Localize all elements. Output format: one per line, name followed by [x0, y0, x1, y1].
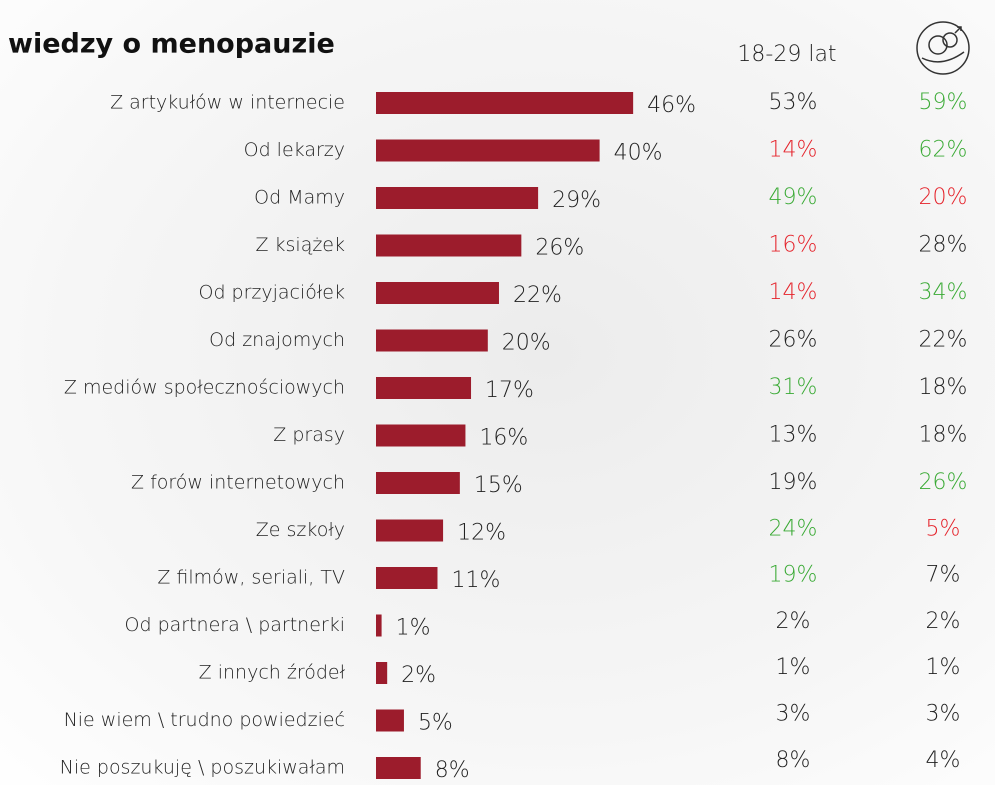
value-label: 8% [435, 758, 470, 783]
column-value: 19% [769, 563, 818, 588]
bar [376, 757, 421, 779]
column-value: 8% [776, 748, 811, 773]
column-value: 34% [919, 280, 968, 305]
category-label: Z mediów społecznościowych [64, 377, 345, 399]
bar [376, 282, 499, 304]
value-label: 26% [535, 236, 584, 261]
chart-title: wiedzy o menopauzie [8, 29, 335, 60]
column-value: 22% [919, 328, 968, 353]
value-label: 16% [479, 426, 528, 451]
column-value: 49% [769, 185, 818, 210]
category-label: Z książek [255, 234, 345, 256]
value-label: 46% [647, 93, 696, 118]
category-label: Ze szkoły [256, 519, 345, 541]
value-label: 1% [396, 616, 431, 641]
column-value: 4% [926, 748, 961, 773]
column-value: 14% [769, 280, 818, 305]
value-label: 11% [451, 568, 500, 593]
value-label: 29% [552, 188, 601, 213]
bar [376, 92, 633, 114]
column-value: 20% [919, 185, 968, 210]
column-value: 19% [769, 470, 818, 495]
bar [376, 710, 404, 732]
bar [376, 615, 382, 637]
column-value: 26% [919, 470, 968, 495]
category-label: Nie wiem \ trudno powiedzieć [64, 709, 345, 731]
column-value: 31% [769, 375, 818, 400]
category-label: Od lekarzy [244, 139, 345, 161]
column-value: 18% [919, 423, 968, 448]
bar [376, 662, 387, 684]
chart: wiedzy o menopauzie 18-29 lat Z artykułó… [0, 0, 995, 785]
column-value: 59% [919, 90, 968, 115]
column-value: 3% [926, 702, 961, 727]
column-value: 62% [919, 138, 968, 163]
value-label: 12% [457, 521, 506, 546]
bar [376, 140, 600, 162]
column-value: 18% [919, 375, 968, 400]
column-value: 28% [919, 233, 968, 258]
value-label: 17% [485, 378, 534, 403]
category-label: Od znajomych [209, 329, 345, 351]
category-label: Z filmów, seriali, TV [157, 567, 345, 589]
column-value: 2% [926, 609, 961, 634]
column-value: 53% [769, 90, 818, 115]
column-value: 2% [776, 609, 811, 634]
bar [376, 377, 471, 399]
category-label: Od Mamy [254, 187, 345, 209]
column-header: 18-29 lat [737, 42, 836, 67]
value-label: 5% [418, 711, 453, 736]
category-label: Od przyjaciółek [198, 282, 345, 304]
value-label: 22% [513, 283, 562, 308]
column-value: 13% [769, 423, 818, 448]
column-value: 14% [769, 138, 818, 163]
category-label: Od partnera \ partnerki [125, 614, 345, 636]
value-label: 40% [614, 141, 663, 166]
category-label: Z prasy [273, 424, 345, 446]
bar [376, 567, 437, 589]
bar [376, 425, 465, 447]
value-label: 2% [401, 663, 436, 688]
column-value: 1% [926, 655, 961, 680]
value-label: 20% [502, 331, 551, 356]
column-value: 1% [776, 655, 811, 680]
column-value: 7% [926, 563, 961, 588]
bar [376, 472, 460, 494]
category-label: Z artykułów w internecie [110, 92, 345, 114]
column-value: 26% [769, 328, 818, 353]
value-label: 15% [474, 473, 523, 498]
column-value: 16% [769, 233, 818, 258]
bar [376, 187, 538, 209]
category-label: Z forów internetowych [131, 472, 345, 494]
column-value: 3% [776, 702, 811, 727]
bar [376, 520, 443, 542]
category-label: Nie poszukuję \ poszukiwałam [60, 757, 345, 779]
column-value: 5% [926, 516, 961, 541]
category-label: Z innych źródeł [199, 662, 346, 684]
bar [376, 235, 521, 257]
bar [376, 330, 488, 352]
column-value: 24% [769, 516, 818, 541]
